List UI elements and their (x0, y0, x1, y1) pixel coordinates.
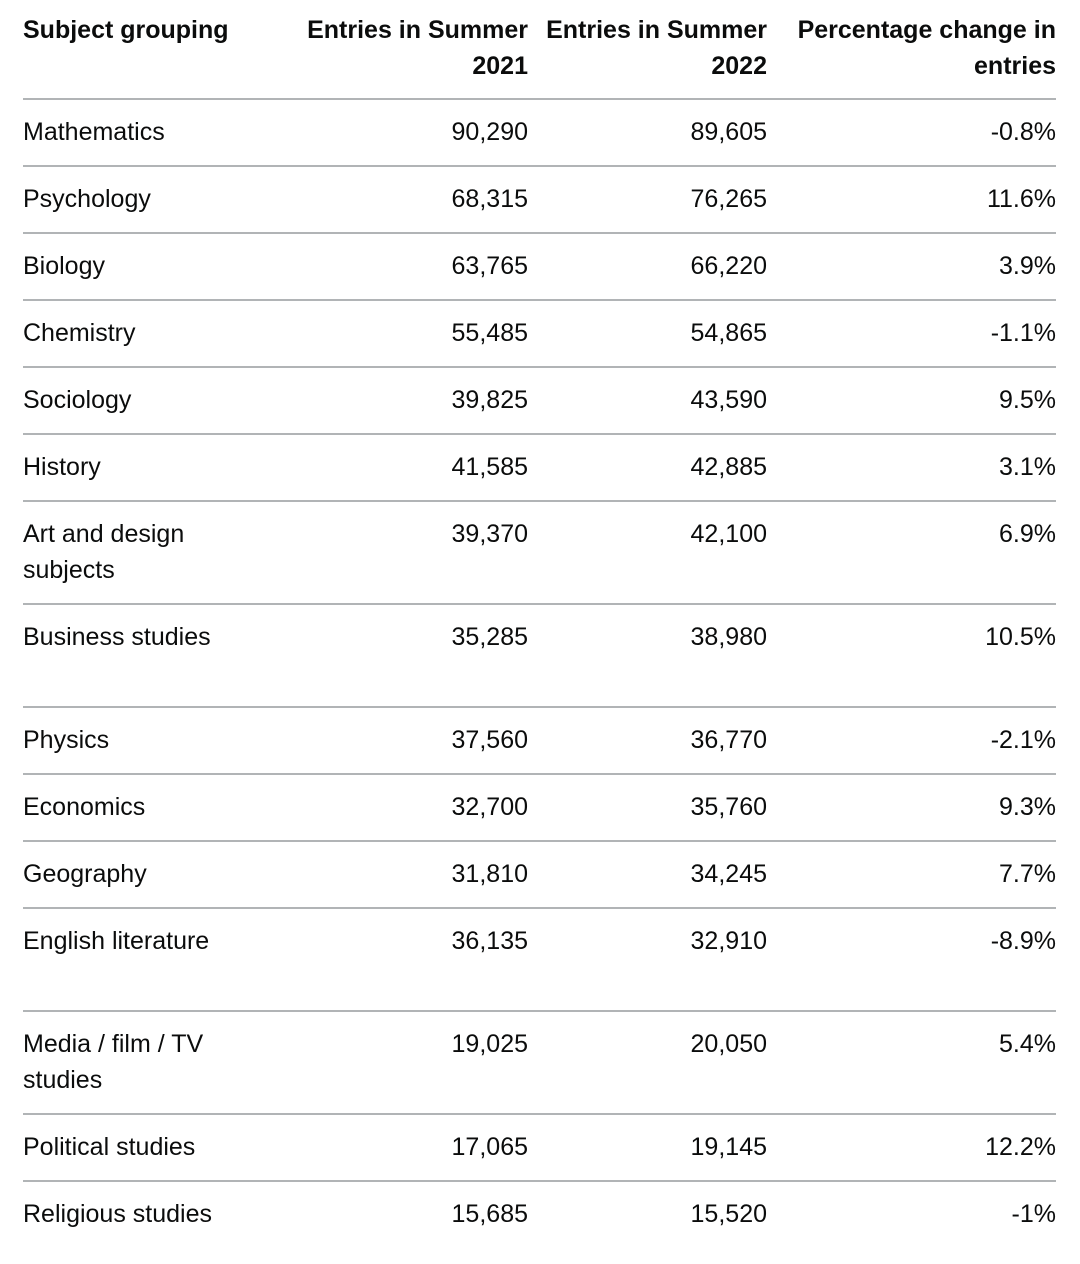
cell-percentage-change: 9.5% (999, 386, 1056, 414)
cell-entries-2022: 36,770 (690, 726, 767, 754)
cell-entries-2022: 76,265 (690, 185, 767, 213)
cell-entries-2021: 36,135 (451, 927, 528, 955)
cell-entries-2021: 31,810 (451, 860, 528, 888)
cell-entries-2022: 34,245 (690, 860, 767, 888)
cell-entries-2021: 55,485 (451, 319, 528, 347)
table-row: Sociology 39,825 43,590 9.5% (23, 368, 1056, 435)
header-percentage-change: Percentage change in entries (797, 16, 1056, 80)
header-entries-2021: Entries in Summer 2021 (307, 16, 528, 80)
cell-subject: English literature (23, 927, 210, 955)
cell-entries-2022: 38,980 (690, 623, 767, 651)
table-row: Chemistry 55,485 54,865 -1.1% (23, 301, 1056, 368)
cell-percentage-change: 3.1% (999, 453, 1056, 481)
cell-entries-2021: 19,025 (451, 1030, 528, 1058)
cell-entries-2021: 15,685 (451, 1200, 528, 1228)
cell-entries-2022: 15,520 (690, 1200, 767, 1228)
cell-subject: Political studies (23, 1133, 196, 1161)
cell-entries-2021: 17,065 (451, 1133, 528, 1161)
cell-entries-2022: 66,220 (690, 252, 767, 280)
cell-percentage-change: 5.4% (999, 1030, 1056, 1058)
cell-percentage-change: 11.6% (986, 185, 1056, 213)
cell-percentage-change: -1.1% (990, 319, 1056, 347)
cell-subject: Biology (23, 252, 105, 280)
table-row: Physics 37,560 36,770 -2.1% (23, 708, 1056, 775)
table-row: Geography 31,810 34,245 7.7% (23, 842, 1056, 909)
cell-entries-2022: 20,050 (690, 1030, 767, 1058)
table-row: Biology 63,765 66,220 3.9% (23, 234, 1056, 301)
header-subject-grouping: Subject grouping (23, 16, 229, 44)
cell-entries-2022: 43,590 (690, 386, 767, 414)
cell-entries-2022: 42,885 (690, 453, 767, 481)
cell-percentage-change: 6.9% (999, 520, 1056, 548)
cell-percentage-change: 3.9% (999, 252, 1056, 280)
cell-entries-2022: 35,760 (690, 793, 767, 821)
cell-subject: Media / film / TV studies (23, 1030, 204, 1094)
table-row: Business studies 35,285 38,980 10.5% (23, 605, 1056, 708)
cell-entries-2021: 39,370 (451, 520, 528, 548)
cell-subject: Business studies (23, 623, 211, 651)
cell-percentage-change: -0.8% (990, 118, 1056, 146)
cell-entries-2021: 90,290 (451, 118, 528, 146)
cell-subject: Physics (23, 726, 110, 754)
cell-entries-2021: 63,765 (451, 252, 528, 280)
cell-percentage-change: -1% (1011, 1200, 1056, 1228)
cell-subject: Psychology (23, 185, 151, 213)
entries-table: Subject grouping Entries in Summer 2021 … (23, 0, 1056, 1249)
cell-entries-2022: 19,145 (690, 1133, 767, 1161)
cell-percentage-change: -8.9% (990, 927, 1056, 955)
table-row: Psychology 68,315 76,265 11.6% (23, 167, 1056, 234)
table-row: Religious studies 15,685 15,520 -1% (23, 1182, 1056, 1249)
table-row: History 41,585 42,885 3.1% (23, 435, 1056, 502)
table-row: Media / film / TV studies 19,025 20,050 5.4… (23, 1012, 1056, 1115)
cell-percentage-change: -2.1% (990, 726, 1056, 754)
cell-subject: Geography (23, 860, 147, 888)
cell-subject: Sociology (23, 386, 132, 414)
cell-entries-2021: 39,825 (451, 386, 528, 414)
cell-percentage-change: 9.3% (999, 793, 1056, 821)
cell-subject: History (23, 453, 101, 481)
table-row: Political studies 17,065 19,145 12.2% (23, 1115, 1056, 1182)
cell-entries-2021: 37,560 (451, 726, 528, 754)
cell-entries-2021: 68,315 (451, 185, 528, 213)
table-row: Mathematics 90,290 89,605 -0.8% (23, 100, 1056, 167)
cell-entries-2021: 35,285 (451, 623, 528, 651)
cell-subject: Art and design subjects (23, 520, 185, 584)
cell-subject: Mathematics (23, 118, 165, 146)
cell-entries-2022: 32,910 (690, 927, 767, 955)
cell-percentage-change: 12.2% (985, 1133, 1056, 1161)
cell-entries-2022: 54,865 (690, 319, 767, 347)
cell-entries-2021: 32,700 (451, 793, 528, 821)
cell-entries-2022: 89,605 (690, 118, 767, 146)
table-row: English literature 36,135 32,910 -8.9% (23, 909, 1056, 1012)
cell-subject: Religious studies (23, 1200, 212, 1228)
cell-percentage-change: 10.5% (985, 623, 1056, 651)
table-row: Economics 32,700 35,760 9.3% (23, 775, 1056, 842)
cell-entries-2022: 42,100 (690, 520, 767, 548)
cell-subject: Chemistry (23, 319, 136, 347)
table-row: Art and design subjects 39,370 42,100 6.9% (23, 502, 1056, 605)
cell-entries-2021: 41,585 (451, 453, 528, 481)
table-header-row: Subject grouping Entries in Summer 2021 … (23, 0, 1056, 100)
cell-percentage-change: 7.7% (999, 860, 1056, 888)
cell-subject: Economics (23, 793, 146, 821)
header-entries-2022: Entries in Summer 2022 (546, 16, 767, 80)
